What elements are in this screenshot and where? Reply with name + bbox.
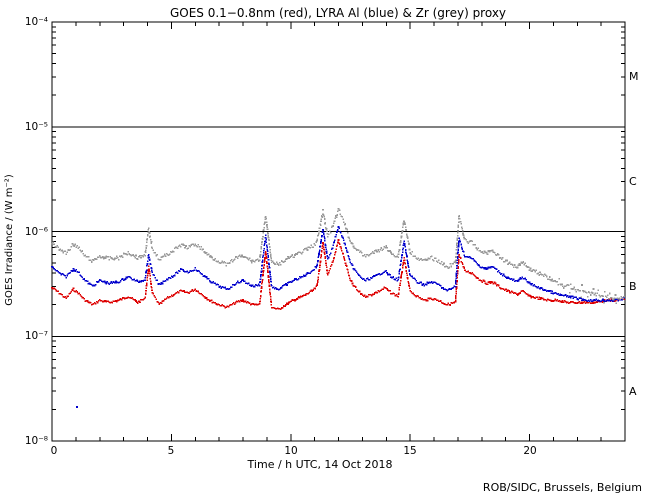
series-goes-0-1-0-8nm [51,239,625,310]
y-tick-1e-8: 10⁻⁸ [24,435,48,447]
y-tick-1e-7: 10⁻⁷ [24,330,48,342]
flare-class-m-label: M [629,70,639,83]
y-tick-1e-6: 10⁻⁶ [24,226,48,238]
plot-frame [51,21,626,442]
x-tick-0: 0 [50,445,58,457]
y-tick-1e-5: 10⁻⁵ [24,121,48,133]
outlier-point [76,406,79,409]
x-tick-20: 20 [523,445,537,457]
chart-title: GOES 0.1−0.8nm (red), LYRA Al (blue) & Z… [169,6,507,20]
x-tick-10: 10 [284,445,298,457]
class-boundary-lines [52,126,625,337]
x-axis-label: Time / h UTC, 14 Oct 2018 [247,458,393,471]
flare-class-a-label: A [629,385,637,398]
flare-class-b-label: B [629,280,637,293]
y-axis-label: GOES Irradiance / (W m⁻²) [4,174,15,306]
series-lyra-al-proxy [51,226,625,303]
x-tick-5: 5 [167,445,175,457]
flare-class-c-label: C [629,175,637,188]
credit-text: ROB/SIDC, Brussels, Belgium [482,481,642,494]
series-lyra-zr-proxy [51,208,625,304]
x-tick-15: 15 [403,445,417,457]
y-tick-1e-4: 10⁻⁴ [24,16,48,28]
